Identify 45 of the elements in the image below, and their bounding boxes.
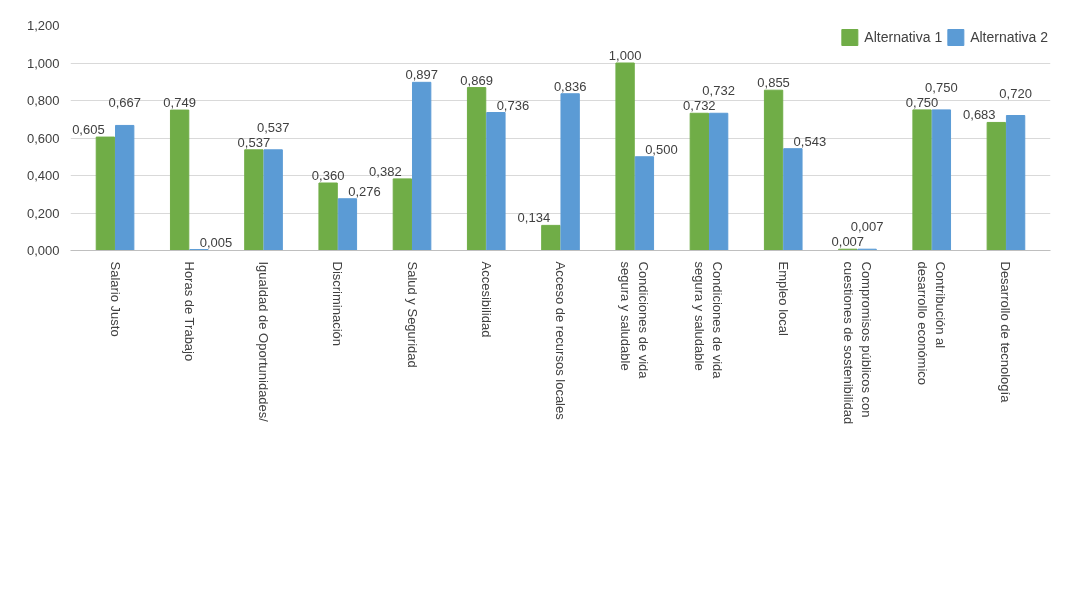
- data-label: 0,836: [553, 78, 587, 94]
- data-label: 0,732: [702, 83, 735, 99]
- y-tick-label: 1,200: [26, 18, 60, 33]
- x-tick-label: Accesibilidad: [478, 261, 494, 338]
- data-label: 0,869: [460, 72, 493, 88]
- x-tick-label: Horas de Trabajo: [181, 261, 197, 362]
- data-label: 0,720: [999, 85, 1032, 101]
- x-tick-label: Acceso de recursos locales: [553, 261, 568, 421]
- y-tick-label: 0,200: [26, 205, 60, 221]
- data-label: 0,005: [199, 234, 233, 250]
- y-tick-label: 0,600: [26, 130, 60, 146]
- data-label: 0,007: [850, 219, 884, 235]
- x-tick-label: Empleo local: [775, 261, 791, 337]
- x-tick-label: Condiciones de vida segura y saludable: [618, 261, 652, 380]
- data-label: 0,543: [793, 133, 827, 149]
- data-label: 0,276: [348, 183, 381, 199]
- y-tick-label: 0,400: [26, 168, 60, 183]
- legend-label: Alternativa 2: [970, 29, 1048, 45]
- legend-label: Alternativa 1: [864, 29, 943, 45]
- data-label: 0,537: [237, 134, 271, 150]
- x-tick-label: Salud y Seguridad: [404, 261, 420, 368]
- data-label: 0,897: [405, 67, 438, 83]
- data-label: 0,382: [369, 163, 402, 179]
- x-tick-label: Salario Justo: [107, 261, 123, 337]
- data-label: 0,500: [645, 141, 678, 157]
- x-tick-label: Igualdad de Oportunidades/: [256, 261, 272, 423]
- data-label: 1,000: [608, 48, 642, 63]
- data-label: 0,732: [683, 98, 716, 114]
- data-label: 0,134: [517, 210, 551, 226]
- data-label: 0,667: [108, 95, 141, 111]
- x-tick-label: Discriminación: [330, 261, 346, 347]
- data-label: 0,855: [757, 75, 790, 91]
- y-tick-label: 0,800: [26, 93, 60, 108]
- data-label: 0,750: [905, 94, 939, 110]
- data-label: 0,360: [311, 168, 345, 183]
- data-label: 0,736: [496, 97, 530, 113]
- data-label: 0,750: [925, 79, 958, 95]
- data-label: 0,749: [163, 95, 196, 111]
- data-label: 0,605: [72, 122, 105, 138]
- x-tick-label: Desarrollo de tecnología: [998, 261, 1014, 404]
- data-label: 0,537: [256, 119, 290, 135]
- data-label: 0,683: [963, 107, 996, 123]
- y-tick-label: 1,000: [26, 55, 60, 71]
- data-label: 0,007: [831, 234, 865, 250]
- y-tick-label: 0,000: [26, 243, 60, 258]
